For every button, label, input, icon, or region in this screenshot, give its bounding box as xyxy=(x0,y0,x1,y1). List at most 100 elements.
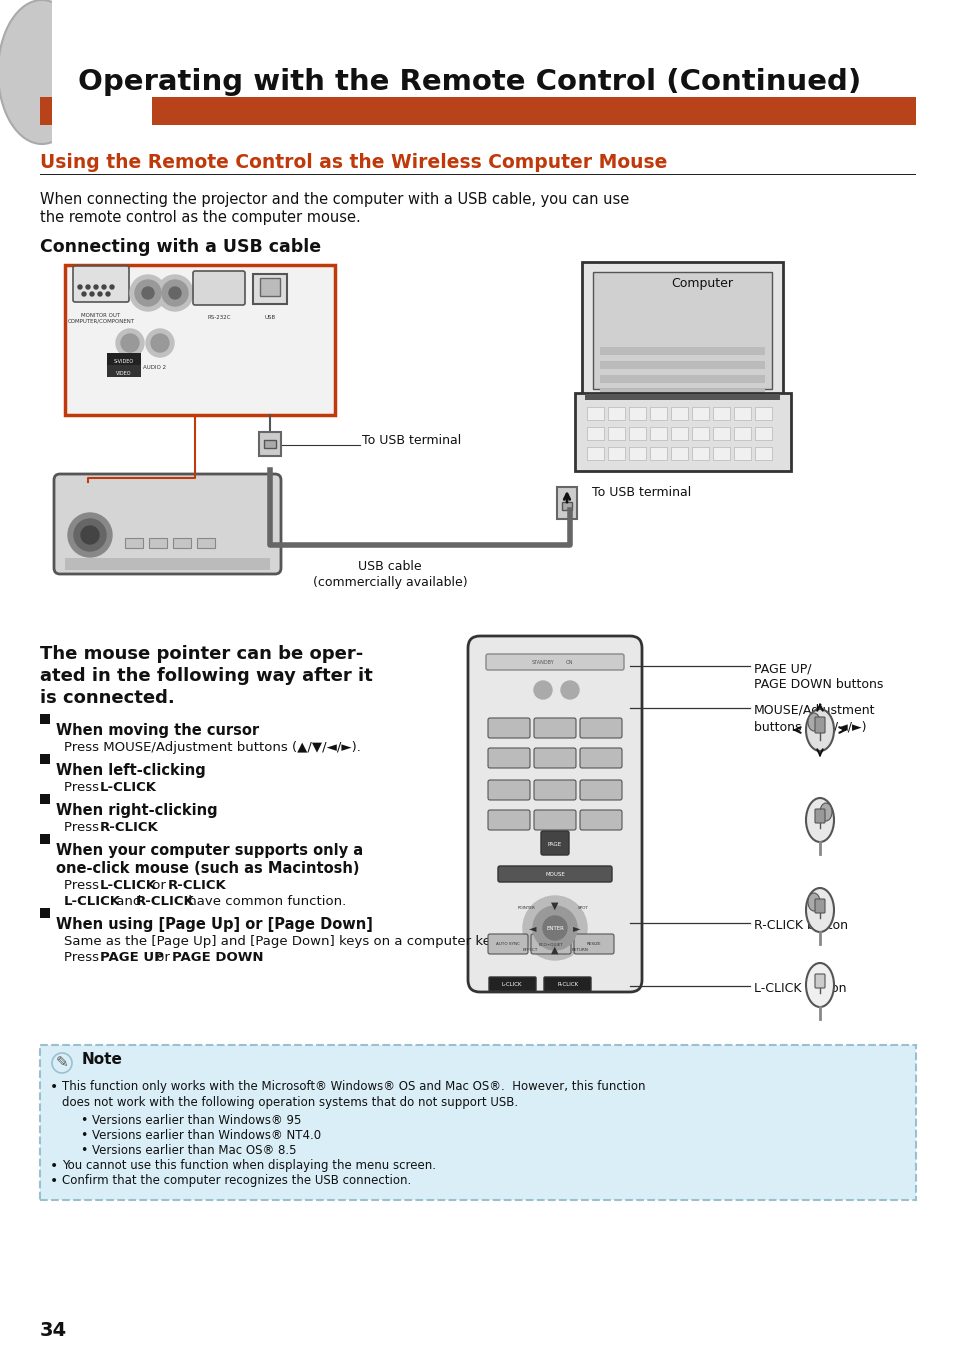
Circle shape xyxy=(130,274,166,311)
Text: have common function.: have common function. xyxy=(184,895,346,909)
Bar xyxy=(754,407,771,420)
Text: or: or xyxy=(148,879,170,892)
FancyBboxPatch shape xyxy=(468,635,641,992)
Circle shape xyxy=(162,280,188,306)
Text: PAGE: PAGE xyxy=(547,841,561,846)
Circle shape xyxy=(146,329,173,357)
Bar xyxy=(712,448,729,460)
Text: USB cable: USB cable xyxy=(357,560,421,573)
FancyBboxPatch shape xyxy=(253,274,287,304)
Text: The mouse pointer can be oper-: The mouse pointer can be oper- xyxy=(40,645,363,662)
Text: MONITOR OUT
COMPUTER/COMPONENT: MONITOR OUT COMPUTER/COMPONENT xyxy=(68,314,134,323)
Text: RS-232C: RS-232C xyxy=(207,315,231,320)
Bar xyxy=(607,448,624,460)
Bar xyxy=(670,448,687,460)
Text: EFFECT: EFFECT xyxy=(521,948,537,952)
FancyBboxPatch shape xyxy=(534,780,576,800)
Bar xyxy=(107,353,141,365)
Text: does not work with the following operation systems that do not support USB.: does not work with the following operati… xyxy=(62,1096,517,1109)
Text: POINTER: POINTER xyxy=(517,906,536,910)
Text: VIDEO: VIDEO xyxy=(116,370,132,376)
FancyBboxPatch shape xyxy=(593,272,771,389)
Bar xyxy=(628,448,645,460)
Bar xyxy=(712,427,729,439)
Bar xyxy=(649,448,666,460)
FancyBboxPatch shape xyxy=(497,867,612,882)
Bar xyxy=(149,538,167,548)
Text: MOUSE: MOUSE xyxy=(544,872,564,876)
Bar xyxy=(586,407,603,420)
Circle shape xyxy=(135,280,161,306)
Bar xyxy=(607,407,624,420)
Bar xyxy=(691,427,708,439)
Circle shape xyxy=(68,512,112,557)
Bar xyxy=(40,97,915,124)
FancyBboxPatch shape xyxy=(193,270,245,306)
Text: and: and xyxy=(112,895,146,909)
Bar xyxy=(40,714,50,725)
Text: ◄: ◄ xyxy=(529,923,537,933)
Bar xyxy=(691,448,708,460)
Text: STANDBY: STANDBY xyxy=(531,660,554,664)
Bar xyxy=(649,407,666,420)
Circle shape xyxy=(86,285,90,289)
Ellipse shape xyxy=(805,963,833,1007)
FancyBboxPatch shape xyxy=(579,748,621,768)
Circle shape xyxy=(560,681,578,699)
Text: •: • xyxy=(80,1129,88,1142)
Bar xyxy=(40,834,50,844)
FancyBboxPatch shape xyxy=(574,934,614,955)
FancyBboxPatch shape xyxy=(540,831,568,854)
Text: Confirm that the computer recognizes the USB connection.: Confirm that the computer recognizes the… xyxy=(62,1174,411,1187)
Text: When right-clicking: When right-clicking xyxy=(56,803,217,818)
Circle shape xyxy=(90,292,94,296)
Text: ▲: ▲ xyxy=(551,945,558,955)
FancyBboxPatch shape xyxy=(557,487,577,519)
Text: Note: Note xyxy=(82,1052,123,1068)
Bar xyxy=(712,407,729,420)
Bar xyxy=(40,754,50,764)
Bar xyxy=(655,270,749,293)
Text: When left-clicking: When left-clicking xyxy=(56,763,206,777)
FancyBboxPatch shape xyxy=(488,718,530,738)
FancyBboxPatch shape xyxy=(534,810,576,830)
Text: 34: 34 xyxy=(40,1321,67,1340)
Bar xyxy=(649,427,666,439)
FancyBboxPatch shape xyxy=(264,439,275,448)
Text: .: . xyxy=(148,821,152,834)
Text: R-CLICK: R-CLICK xyxy=(136,895,194,909)
Bar xyxy=(628,427,645,439)
Bar xyxy=(733,427,750,439)
Text: RESIZE: RESIZE xyxy=(586,942,600,946)
Text: S-VIDEO: S-VIDEO xyxy=(113,360,134,364)
Text: R-CLICK: R-CLICK xyxy=(557,982,578,987)
Ellipse shape xyxy=(805,708,833,750)
Text: Press: Press xyxy=(64,821,103,834)
Bar xyxy=(40,173,915,174)
Bar xyxy=(65,558,270,571)
Bar xyxy=(754,427,771,439)
Circle shape xyxy=(522,896,586,960)
Bar xyxy=(586,448,603,460)
Text: R-CLICK: R-CLICK xyxy=(168,879,227,892)
Bar xyxy=(584,393,780,400)
Circle shape xyxy=(169,287,181,299)
Circle shape xyxy=(81,526,99,544)
Ellipse shape xyxy=(807,894,820,911)
Text: is connected.: is connected. xyxy=(40,690,174,707)
Text: Operating with the Remote Control (Continued): Operating with the Remote Control (Conti… xyxy=(78,68,861,96)
Circle shape xyxy=(106,292,110,296)
FancyBboxPatch shape xyxy=(579,780,621,800)
Bar xyxy=(628,407,645,420)
FancyBboxPatch shape xyxy=(814,973,824,988)
FancyBboxPatch shape xyxy=(489,977,536,991)
Ellipse shape xyxy=(805,888,833,932)
Text: (commercially available): (commercially available) xyxy=(313,576,467,589)
Text: AUTO SYNC: AUTO SYNC xyxy=(496,942,519,946)
FancyBboxPatch shape xyxy=(531,934,571,955)
Text: .: . xyxy=(240,950,244,964)
Circle shape xyxy=(94,285,98,289)
Circle shape xyxy=(98,292,102,296)
Text: You cannot use this function when displaying the menu screen.: You cannot use this function when displa… xyxy=(62,1159,436,1172)
FancyBboxPatch shape xyxy=(54,475,281,575)
